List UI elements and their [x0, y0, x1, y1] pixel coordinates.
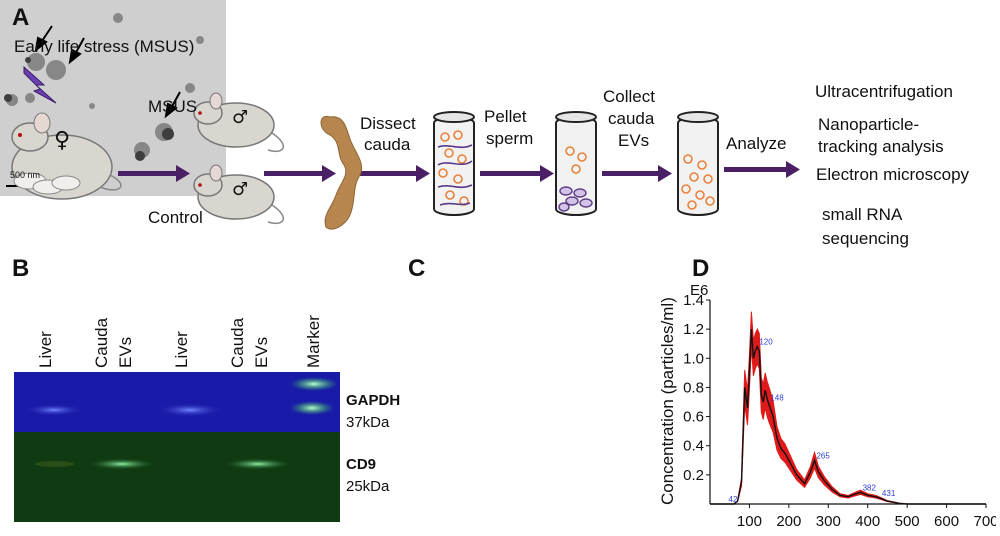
analysis-nta-2: tracking analysis [818, 137, 944, 156]
analysis-rna-1: small RNA [822, 205, 903, 224]
scale-bar-label: 500 nm [10, 170, 41, 180]
analysis-ultracentrifugation: Ultracentrifugation [815, 82, 953, 101]
x-tick-label: 600 [934, 513, 959, 530]
band-marker-upper [290, 377, 338, 391]
tube-cauda [433, 111, 475, 216]
x-tick-label: 300 [816, 513, 841, 530]
cd9-size: 25kDa [346, 478, 390, 495]
x-tick-label: 700 [973, 513, 996, 530]
panel-d-letter: D [692, 255, 710, 282]
gapdh-size: 37kDa [346, 414, 390, 431]
band-cd9-cauda-2 [222, 458, 294, 470]
y-tick-label: 0.2 [683, 467, 704, 484]
y-tick-label: 1.0 [683, 350, 704, 367]
x-tick-label: 400 [855, 513, 880, 530]
peak-label: 120 [759, 338, 773, 347]
control-mouse-icon [193, 164, 284, 224]
error-band [710, 311, 986, 505]
step-dissect-2: cauda [364, 135, 411, 154]
mother-mouse-icon [11, 112, 122, 200]
peak-label: 42 [729, 495, 738, 504]
male-symbol-msus: ♂ [232, 107, 248, 128]
y-tick-label: 1.2 [683, 321, 704, 338]
panel-c-letter: C [408, 255, 426, 282]
peak-label: 382 [863, 483, 877, 492]
western-blot [14, 372, 340, 522]
control-label: Control [148, 208, 203, 227]
female-symbol: ♀ [54, 128, 70, 153]
series-line [710, 329, 986, 505]
nta-chart: 0.2 0.4 0.6 0.8 1.0 1.2 1.4 100 200 300 400 500 600 7… [683, 292, 996, 530]
x-tick-label: 200 [776, 513, 801, 530]
lane-label-evs-1: EVs [116, 336, 135, 368]
y-tick-label: 0.8 [683, 379, 704, 396]
step-pellet-1: Pellet [484, 107, 527, 126]
lane-label-liver-2: Liver [172, 331, 191, 368]
gapdh-membrane [14, 372, 340, 432]
cd9-membrane [14, 432, 340, 522]
band-gapdh-liver-2 [156, 403, 224, 417]
lane-label-marker: Marker [304, 315, 323, 368]
peak-label: 148 [770, 394, 784, 403]
x-tick-label: 100 [737, 513, 762, 530]
lane-label-cauda-1: Cauda [92, 317, 111, 368]
stress-label: Early life stress (MSUS) [14, 37, 195, 56]
male-symbol-control: ♂ [232, 179, 248, 200]
workflow-arrows [118, 161, 800, 182]
tube-pellet [555, 111, 597, 216]
step-collect-1: Collect [603, 87, 655, 106]
y-tick-label: 1.4 [683, 292, 704, 309]
peak-label: 431 [882, 489, 896, 498]
panel-b-letter: B [12, 255, 30, 282]
analysis-rna-2: sequencing [822, 229, 909, 248]
msus-mouse-icon [193, 92, 284, 152]
band-marker-lower [290, 401, 334, 415]
lane-label-liver-1: Liver [36, 331, 55, 368]
y-unit-label: E6 [690, 282, 709, 299]
step-dissect-1: Dissect [360, 114, 416, 133]
y-axis-label: Concentration (particles/ml) [658, 297, 677, 505]
step-analyze: Analyze [726, 134, 787, 153]
lane-label-evs-2: EVs [252, 336, 271, 368]
analysis-nta-1: Nanoparticle- [818, 115, 920, 134]
epididymis-icon [320, 115, 363, 230]
x-tick-label: 500 [895, 513, 920, 530]
lane-label-cauda-2: Cauda [228, 317, 247, 368]
band-cd9-cauda-1 [86, 458, 158, 470]
lightning-icon [23, 65, 57, 104]
peak-label: 265 [816, 451, 830, 460]
step-collect-3: EVs [618, 131, 650, 150]
band-gapdh-liver-1 [24, 404, 84, 416]
step-pellet-2: sperm [486, 129, 534, 148]
step-collect-2: cauda [608, 109, 655, 128]
y-tick-label: 0.6 [683, 409, 704, 426]
tube-evs [677, 111, 719, 216]
tem-arrows [34, 25, 181, 119]
panel-a-letter: A [12, 4, 30, 31]
gapdh-label: GAPDH [346, 392, 401, 409]
analysis-em: Electron microscopy [816, 165, 970, 184]
panel-a-graphic: ♀ ♂ ♂ [11, 65, 800, 230]
msus-label: MSUS [148, 97, 198, 116]
cd9-label: CD9 [346, 456, 377, 473]
y-tick-label: 0.4 [683, 438, 704, 455]
